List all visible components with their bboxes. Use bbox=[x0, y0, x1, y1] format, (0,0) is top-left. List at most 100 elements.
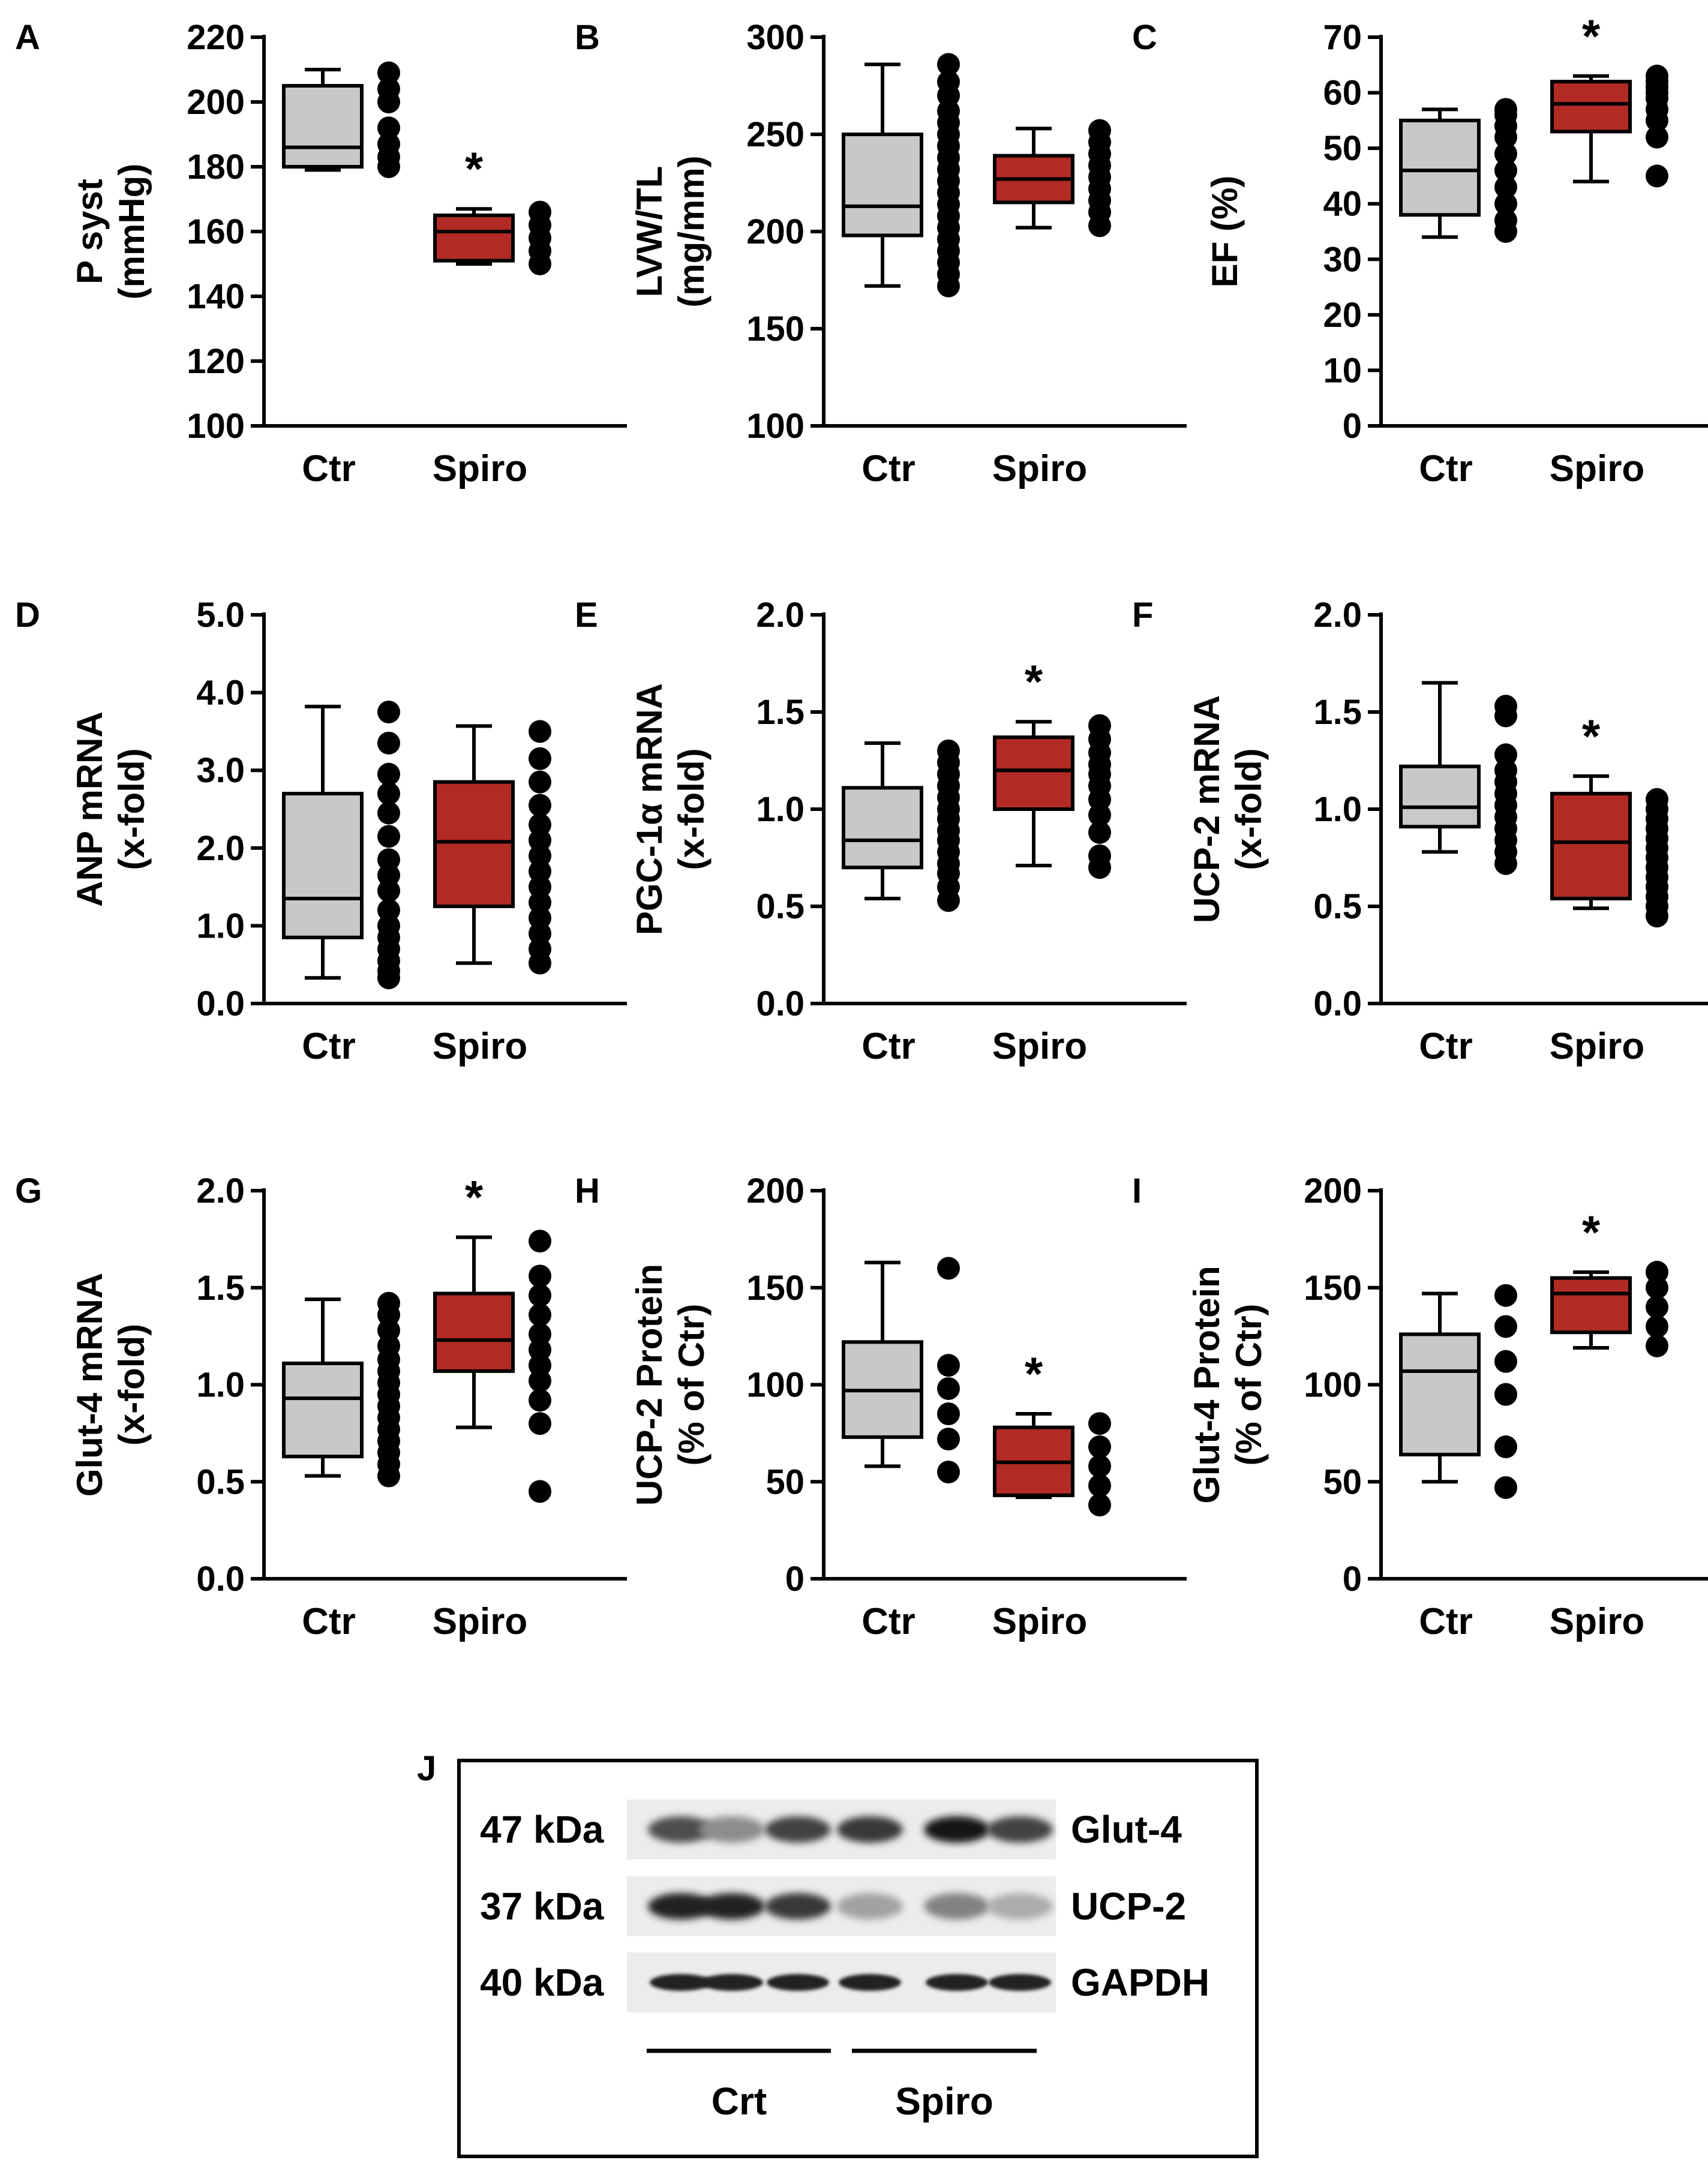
data-point-i-1-4 bbox=[1646, 1260, 1668, 1284]
data-point-g-1-7 bbox=[529, 1303, 551, 1327]
panel-label-c: C bbox=[1132, 18, 1157, 57]
data-point-g-1-10 bbox=[529, 1230, 551, 1253]
box-a-spiro: * bbox=[433, 142, 551, 275]
y-tick-label-a-6: 220 bbox=[187, 18, 245, 57]
box-c-ctr bbox=[1399, 98, 1517, 243]
y-tick-label-e-1: 0.5 bbox=[756, 887, 805, 926]
protein-label-1: UCP-2 bbox=[1071, 1885, 1186, 1928]
y-tick-label-a-1: 120 bbox=[187, 342, 245, 381]
data-point-g-0-14 bbox=[377, 1291, 400, 1315]
y-tick-label-f-2: 1.0 bbox=[1313, 790, 1362, 829]
band-2-4 bbox=[926, 1974, 988, 1991]
iqr-box-g-1 bbox=[433, 1291, 515, 1373]
protein-label-2: GAPDH bbox=[1071, 1961, 1209, 2004]
data-point-a-0-3 bbox=[377, 116, 400, 140]
x-category-a-0: Ctr bbox=[302, 448, 356, 489]
data-point-h-1-1 bbox=[1088, 1474, 1111, 1497]
y-tick-label-c-6: 60 bbox=[1323, 74, 1362, 113]
y-tick-label-d-3: 3.0 bbox=[196, 751, 245, 790]
data-point-d-1-10 bbox=[529, 794, 551, 817]
data-point-d-1-12 bbox=[529, 747, 551, 770]
y-tick-label-b-0: 100 bbox=[746, 407, 805, 446]
data-point-c-1-8 bbox=[1646, 64, 1668, 88]
y-tick-label-d-1: 1.0 bbox=[196, 906, 245, 945]
group-label-spiro: Spiro bbox=[895, 2080, 993, 2123]
y-tick-label-d-5: 5.0 bbox=[196, 596, 245, 635]
data-point-b-1-8 bbox=[1088, 119, 1111, 142]
y-tick-label-b-2: 200 bbox=[746, 212, 805, 251]
data-point-i-1-2 bbox=[1646, 1296, 1668, 1319]
x-category-i-1: Spiro bbox=[1550, 1601, 1644, 1642]
y-tick-label-f-3: 1.5 bbox=[1313, 693, 1362, 732]
kda-label-0: 47 kDa bbox=[480, 1808, 604, 1851]
y-tick-label-f-1: 0.5 bbox=[1313, 887, 1362, 926]
blot-frame bbox=[457, 1759, 1259, 2158]
data-point-d-0-13 bbox=[377, 762, 400, 786]
data-point-c-1-1 bbox=[1646, 125, 1668, 149]
data-point-a-0-2 bbox=[377, 133, 400, 156]
y-tick-label-h-4: 200 bbox=[746, 1171, 805, 1210]
box-c-spiro: * bbox=[1550, 10, 1668, 188]
panel-label-h: H bbox=[575, 1171, 600, 1210]
data-point-c-1-0 bbox=[1646, 164, 1668, 188]
band-2-1 bbox=[701, 1974, 763, 1991]
data-point-a-0-6 bbox=[377, 61, 400, 85]
data-point-e-1-2 bbox=[1088, 821, 1111, 844]
data-point-f-0-11 bbox=[1494, 695, 1517, 718]
y-tick-label-g-3: 1.5 bbox=[196, 1269, 245, 1308]
y-axis-label-h-0: UCP-2 Protein bbox=[629, 1264, 670, 1506]
y-axis-label-f-1: (x-fold) bbox=[1229, 748, 1269, 870]
y-axis-label-i-1: (% of Ctr) bbox=[1229, 1304, 1269, 1466]
y-tick-label-b-1: 150 bbox=[746, 310, 805, 349]
western-blot-panel: J 47 kDa Glut-4 37 kDa UCP-2 40 kDa GAPDH Crt… bbox=[417, 1749, 1259, 2158]
data-point-h-1-0 bbox=[1088, 1494, 1111, 1517]
data-point-h-1-2 bbox=[1088, 1455, 1111, 1478]
y-tick-label-g-4: 2.0 bbox=[196, 1171, 245, 1210]
data-point-c-0-2 bbox=[1494, 192, 1517, 215]
y-tick-label-d-2: 2.0 bbox=[196, 829, 245, 868]
iqr-box-e-1 bbox=[993, 735, 1074, 811]
data-point-i-0-2 bbox=[1494, 1383, 1517, 1406]
panel-label-g: G bbox=[15, 1171, 42, 1210]
x-category-d-1: Spiro bbox=[433, 1026, 527, 1067]
y-axis-label-e-0: PGC-1α mRNA bbox=[629, 683, 670, 935]
iqr-box-g-0 bbox=[282, 1361, 364, 1459]
y-tick-label-e-4: 2.0 bbox=[756, 596, 805, 635]
band-1-0 bbox=[648, 1893, 714, 1919]
band-1-4 bbox=[924, 1893, 990, 1919]
y-tick-label-a-2: 140 bbox=[187, 277, 245, 316]
protein-label-0: Glut-4 bbox=[1071, 1808, 1182, 1851]
data-point-h-0-4 bbox=[937, 1354, 960, 1377]
data-point-g-1-9 bbox=[529, 1264, 551, 1288]
data-point-d-1-9 bbox=[529, 813, 551, 836]
y-tick-label-i-1: 50 bbox=[1323, 1462, 1362, 1501]
significance-star-e: * bbox=[1025, 655, 1043, 708]
panel-label-e: E bbox=[575, 596, 598, 635]
band-2-3 bbox=[839, 1974, 901, 1991]
data-point-h-0-2 bbox=[937, 1402, 960, 1426]
x-category-h-1: Spiro bbox=[992, 1601, 1087, 1642]
y-tick-label-a-3: 160 bbox=[187, 212, 245, 251]
y-tick-label-a-5: 200 bbox=[187, 83, 245, 122]
x-category-i-0: Ctr bbox=[1419, 1601, 1473, 1642]
y-tick-label-c-5: 50 bbox=[1323, 129, 1362, 168]
y-tick-label-b-4: 300 bbox=[746, 18, 805, 57]
y-axis-label-b-0: LVW/TL bbox=[629, 166, 670, 298]
data-point-g-1-1 bbox=[529, 1412, 551, 1435]
band-0-5 bbox=[987, 1816, 1053, 1843]
iqr-box-c-0 bbox=[1399, 118, 1481, 217]
band-2-0 bbox=[650, 1974, 712, 1991]
y-tick-label-f-4: 2.0 bbox=[1313, 596, 1362, 635]
data-point-f-1-12 bbox=[1646, 788, 1668, 811]
y-tick-label-i-3: 150 bbox=[1304, 1269, 1362, 1308]
band-0-3 bbox=[837, 1816, 903, 1843]
data-point-c-0-3 bbox=[1494, 175, 1517, 199]
y-tick-label-e-3: 1.5 bbox=[756, 693, 805, 732]
box-h-spiro: * bbox=[993, 1347, 1111, 1517]
data-point-c-0-1 bbox=[1494, 209, 1517, 232]
data-point-h-0-0 bbox=[937, 1461, 960, 1484]
y-tick-label-g-1: 0.5 bbox=[196, 1462, 245, 1501]
significance-star-h: * bbox=[1025, 1347, 1043, 1400]
data-point-i-1-1 bbox=[1646, 1315, 1668, 1338]
y-tick-label-b-3: 250 bbox=[746, 115, 805, 154]
